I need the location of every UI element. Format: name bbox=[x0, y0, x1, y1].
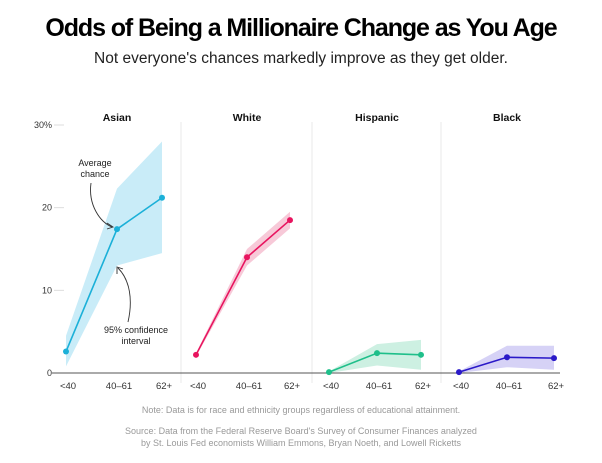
annotation-confidence: 95% confidence interval bbox=[104, 266, 168, 346]
data-point-hispanic bbox=[374, 350, 380, 357]
y-tick-label: 10 bbox=[42, 285, 52, 295]
annotation-confidence-line2: interval bbox=[121, 336, 150, 346]
chart-note: Note: Data is for race and ethnicity gro… bbox=[141, 405, 461, 415]
panel-title: Asian bbox=[103, 112, 132, 124]
panel-title: Hispanic bbox=[355, 112, 399, 124]
series-points bbox=[63, 194, 557, 376]
x-tick-label: 62+ bbox=[548, 381, 565, 392]
x-tick-label: 40–61 bbox=[366, 381, 392, 392]
x-tick-label: 40–61 bbox=[496, 381, 522, 392]
annotation-average-line1: Average bbox=[78, 158, 111, 168]
annotation-average-arrow bbox=[90, 182, 113, 228]
x-tick-label: <40 bbox=[60, 381, 76, 392]
y-tick-label: 30% bbox=[34, 120, 52, 130]
chart-title: Odds of Being a Millionaire Change as Yo… bbox=[45, 14, 557, 42]
source-line-2: by St. Louis Fed economists William Emmo… bbox=[140, 438, 462, 448]
x-tick-label: <40 bbox=[453, 381, 469, 392]
x-tick-label: 40–61 bbox=[236, 381, 262, 392]
panel-title: Black bbox=[493, 112, 521, 124]
annotation-average: Average chance bbox=[78, 158, 115, 230]
data-point-black bbox=[551, 355, 557, 362]
y-axis: 0 10 20 30% bbox=[34, 120, 64, 378]
annotation-confidence-line1: 95% confidence bbox=[104, 325, 168, 335]
chart-source: Source: Data from the Federal Reserve Bo… bbox=[0, 425, 602, 449]
annotation-confidence-arrow bbox=[117, 267, 131, 323]
data-point-asian bbox=[159, 194, 165, 201]
data-point-hispanic bbox=[418, 351, 424, 358]
panel-dividers bbox=[180, 122, 442, 383]
x-tick-label: 62+ bbox=[156, 381, 173, 392]
arrowhead-icon bbox=[116, 266, 124, 274]
data-point-hispanic bbox=[326, 369, 332, 376]
data-point-asian bbox=[114, 226, 120, 233]
chart-canvas: 0 10 20 30% Asian White Hispanic Black <40 40–6… bbox=[34, 112, 565, 392]
arrowhead-icon bbox=[106, 222, 115, 230]
x-tick-label: 40–61 bbox=[106, 381, 132, 392]
confidence-band-hispanic bbox=[329, 339, 421, 373]
data-point-asian bbox=[63, 348, 69, 355]
annotation-average-line2: chance bbox=[80, 169, 109, 179]
data-point-white bbox=[193, 351, 199, 358]
y-tick-label: 0 bbox=[47, 368, 52, 378]
x-tick-label: <40 bbox=[190, 381, 206, 392]
x-tick-label: 62+ bbox=[415, 381, 432, 392]
confidence-band-asian bbox=[66, 141, 162, 367]
x-tick-labels: <40 40–61 62+ <40 40–61 62+ <40 40–61 62+ <40 40–6… bbox=[60, 381, 565, 392]
confidence-band-white bbox=[196, 211, 290, 357]
data-point-black bbox=[504, 354, 510, 361]
panel-title: White bbox=[233, 112, 262, 124]
confidence-bands bbox=[66, 141, 554, 373]
y-tick-label: 20 bbox=[42, 203, 52, 213]
data-point-black bbox=[456, 369, 462, 376]
chart-subtitle: Not everyone's chances markedly improve … bbox=[94, 50, 508, 67]
data-point-white bbox=[244, 254, 250, 261]
panel-titles: Asian White Hispanic Black bbox=[103, 112, 521, 124]
data-point-white bbox=[287, 217, 293, 224]
source-line-1: Source: Data from the Federal Reserve Bo… bbox=[125, 426, 477, 436]
x-tick-label: <40 bbox=[323, 381, 339, 392]
x-tick-label: 62+ bbox=[284, 381, 301, 392]
